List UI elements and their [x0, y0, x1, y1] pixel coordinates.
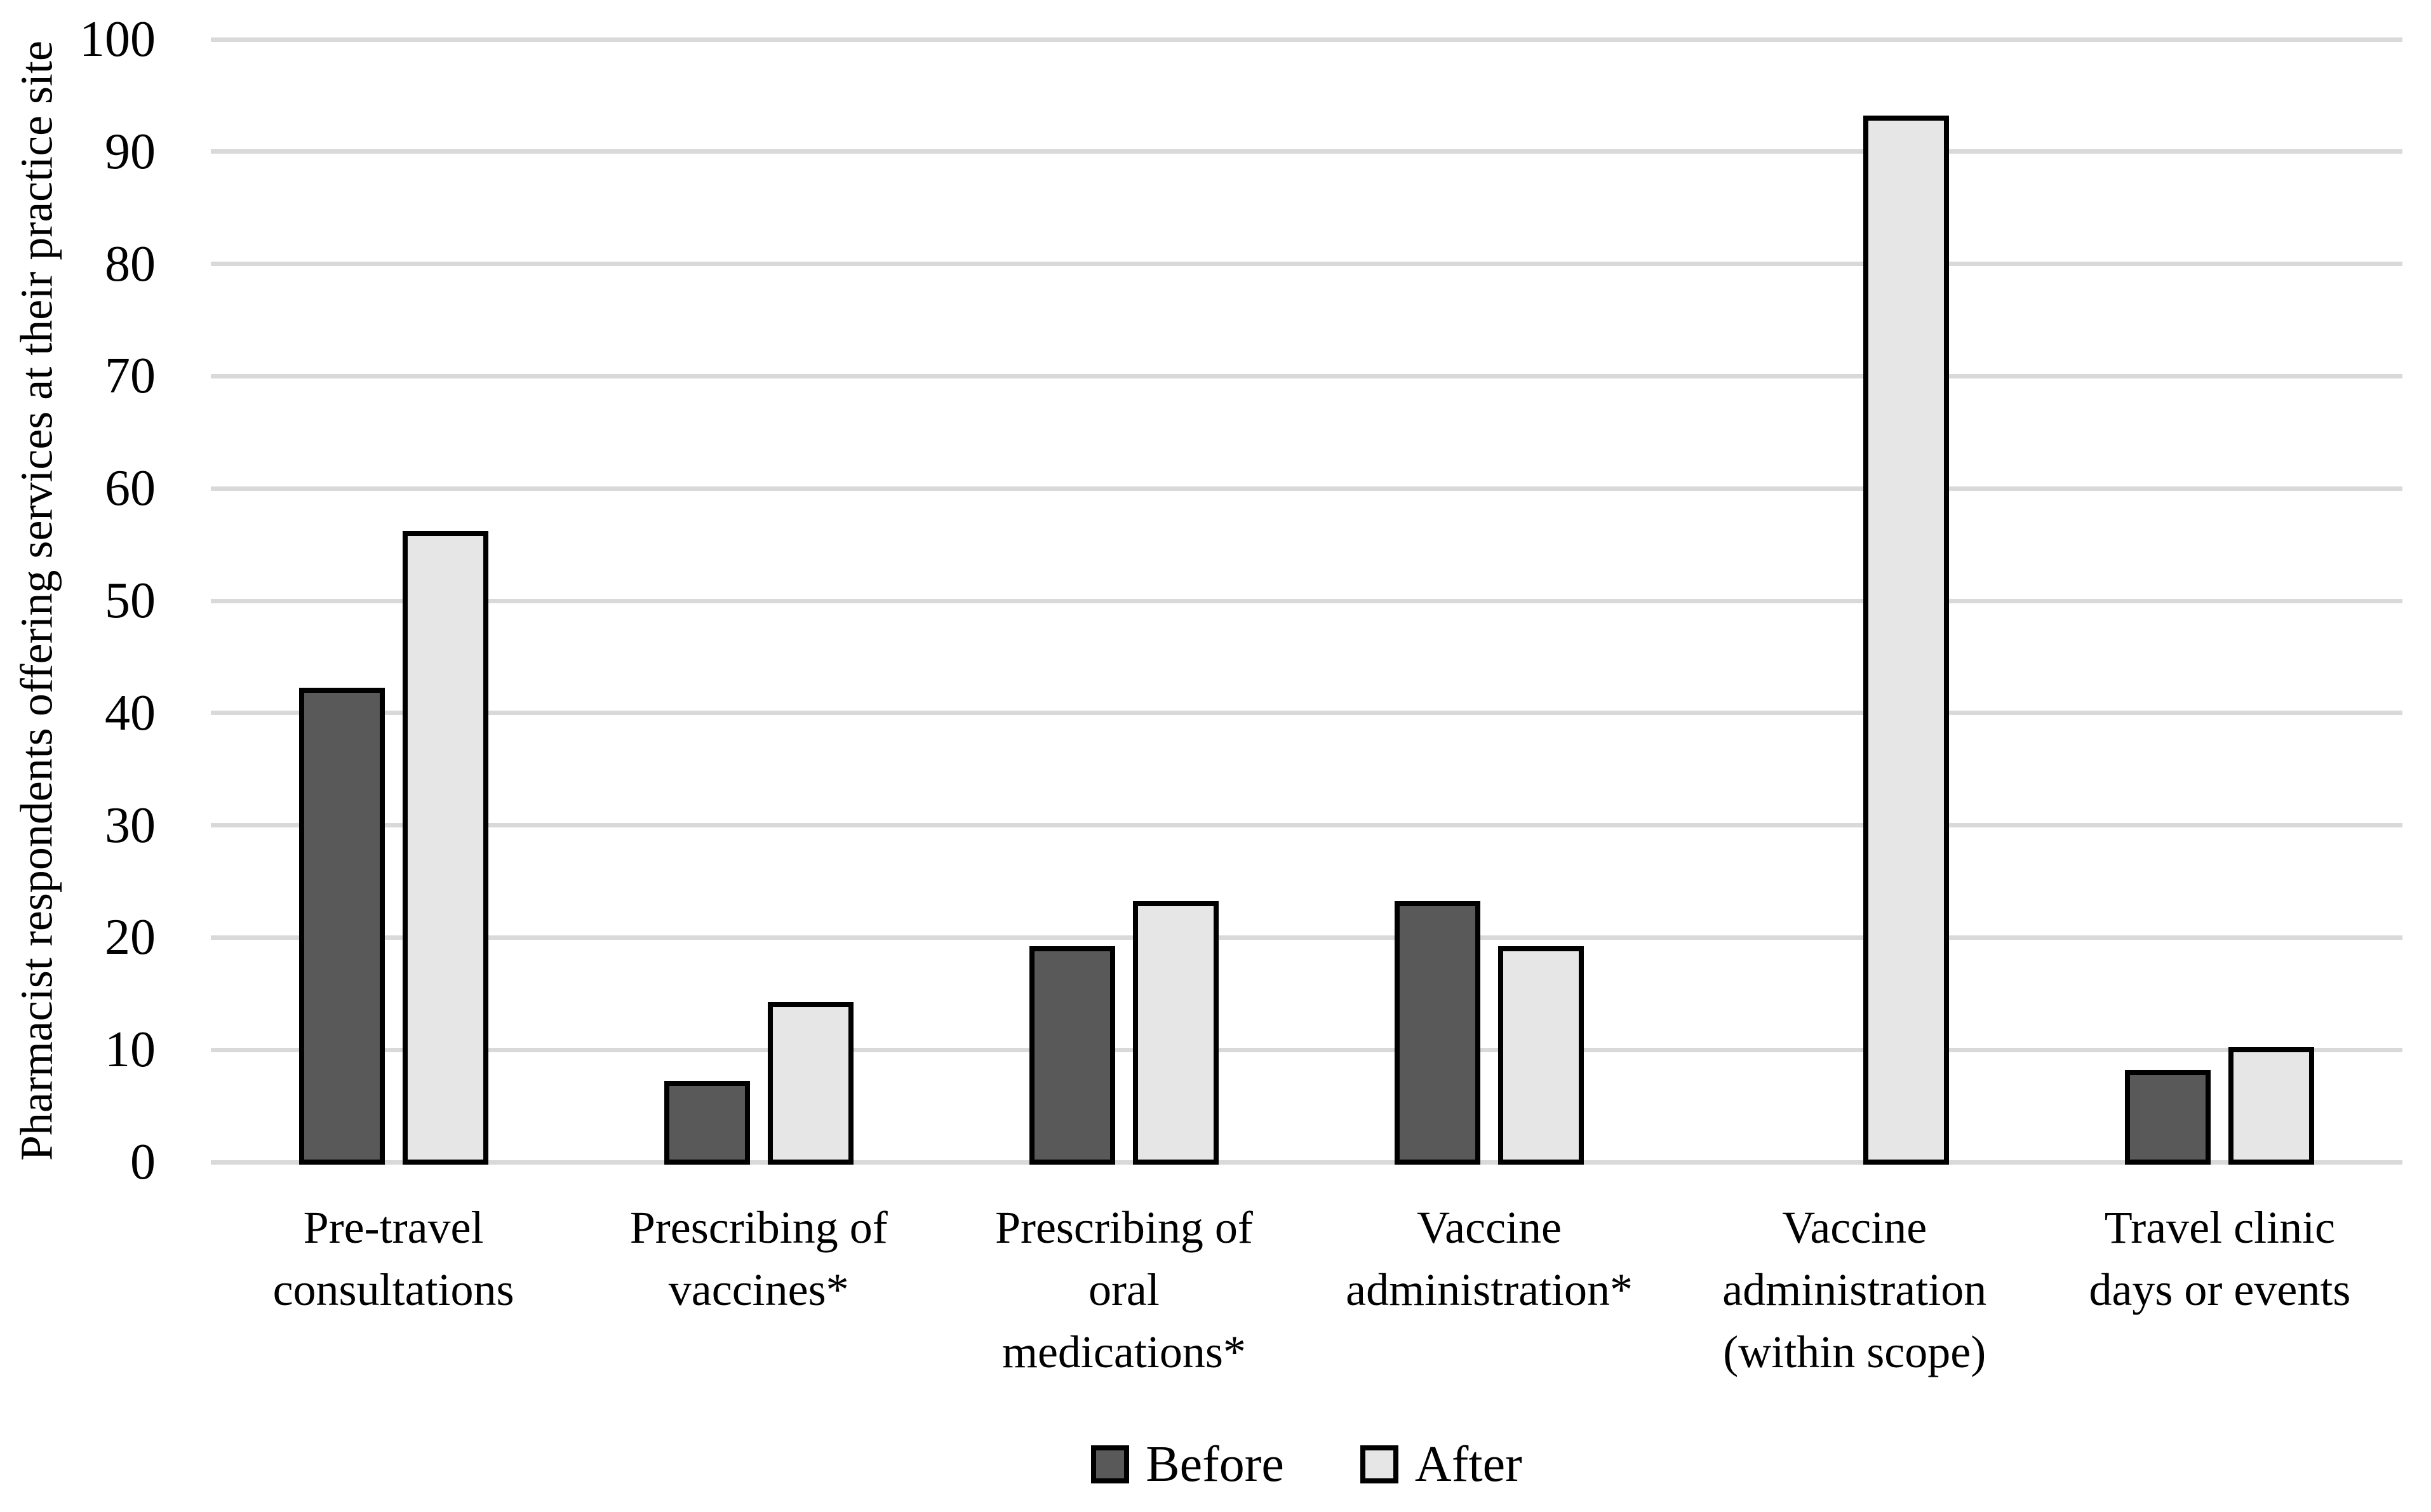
gridline-y-100: [211, 37, 2402, 42]
category-label-line: consultations: [272, 1264, 514, 1315]
y-tick-label-80: 80: [105, 236, 156, 292]
gridline-y-50: [211, 598, 2402, 603]
bar-group-3: [941, 39, 1306, 1165]
category-label-line: Travel clinic: [2104, 1202, 2336, 1253]
bar-after-2: [767, 1002, 854, 1165]
category-label-line: Prescribing of: [994, 1202, 1253, 1253]
gridline-y-10: [211, 1047, 2402, 1052]
bar-after-4: [1498, 946, 1584, 1165]
bar-before-6: [2125, 1070, 2211, 1165]
gridline-y-60: [211, 486, 2402, 491]
category-label-line: Vaccine: [1782, 1202, 1927, 1253]
legend-label-before: Before: [1146, 1436, 1284, 1492]
category-label-line: vaccines*: [668, 1264, 849, 1315]
category-label-line: Pre-travel: [303, 1202, 484, 1253]
gridline-y-80: [211, 262, 2402, 267]
category-label-5: Vaccine administration (within scope): [1672, 1196, 2037, 1383]
legend-swatch-before-icon: [1091, 1445, 1130, 1483]
category-label-line: Prescribing of: [629, 1202, 888, 1253]
category-label-line: medications*: [1001, 1327, 1246, 1377]
legend-item-after: After: [1360, 1439, 1522, 1490]
gridline-y-20: [211, 935, 2402, 940]
bar-before-2: [664, 1081, 750, 1165]
y-tick-label-60: 60: [105, 460, 156, 517]
category-label-3: Prescribing of oral medications*: [941, 1196, 1306, 1383]
y-tick-label-40: 40: [105, 685, 156, 741]
bar-after-3: [1132, 901, 1219, 1165]
gridline-y-70: [211, 373, 2402, 378]
category-label-line: days or events: [2089, 1264, 2351, 1315]
legend-item-before: Before: [1091, 1439, 1284, 1490]
bar-group-1: [211, 39, 576, 1165]
legend-label-after: After: [1414, 1436, 1522, 1492]
bar-group-5: [1672, 39, 2037, 1165]
category-label-line: (within scope): [1723, 1327, 1986, 1377]
bar-after-1: [402, 531, 488, 1165]
bar-before-1: [298, 688, 385, 1165]
bar-after-5: [1863, 116, 1950, 1165]
bar-after-6: [2228, 1047, 2315, 1165]
category-label-line: administration*: [1346, 1264, 1633, 1315]
category-label-6: Travel clinic days or events: [2037, 1196, 2402, 1321]
y-tick-label-100: 100: [79, 11, 156, 67]
category-label-2: Prescribing of vaccines*: [576, 1196, 941, 1321]
legend-swatch-after-icon: [1360, 1445, 1398, 1483]
category-label-1: Pre-travel consultations: [211, 1196, 576, 1321]
y-tick-label-90: 90: [105, 123, 156, 180]
y-tick-label-70: 70: [105, 348, 156, 405]
y-tick-label-10: 10: [105, 1022, 156, 1078]
category-label-4: Vaccine administration*: [1307, 1196, 1672, 1321]
y-tick-label-30: 30: [105, 797, 156, 853]
bar-before-3: [1029, 946, 1115, 1165]
bar-group-6: [2037, 39, 2402, 1165]
bar-before-4: [1395, 901, 1481, 1165]
plot-area: [211, 37, 2402, 1165]
category-label-line: administration: [1722, 1264, 1987, 1315]
gridline-y-90: [211, 149, 2402, 154]
gridline-y-40: [211, 711, 2402, 716]
gridline-y-30: [211, 823, 2402, 828]
y-tick-label-0: 0: [130, 1134, 156, 1190]
legend: Before After: [211, 1439, 2402, 1490]
y-tick-label-20: 20: [105, 909, 156, 966]
y-tick-label-50: 50: [105, 573, 156, 629]
category-label-line: Vaccine: [1417, 1202, 1562, 1253]
bar-group-2: [576, 39, 941, 1165]
bar-group-4: [1307, 39, 1672, 1165]
gridline-y-0: [211, 1160, 2402, 1165]
category-label-line: oral: [1088, 1264, 1160, 1315]
